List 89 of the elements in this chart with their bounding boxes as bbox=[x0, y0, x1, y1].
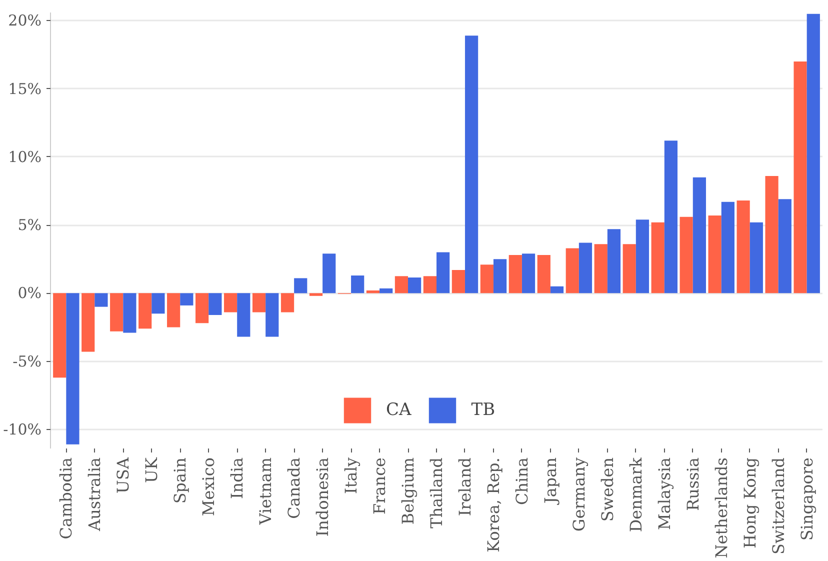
bar bbox=[607, 229, 621, 294]
bar bbox=[138, 293, 152, 329]
bar bbox=[266, 293, 279, 337]
bar bbox=[664, 140, 678, 294]
x-tick-label: Thailand bbox=[427, 457, 446, 528]
bar bbox=[152, 293, 165, 314]
bar bbox=[721, 202, 734, 294]
x-tick-label: Italy bbox=[342, 457, 361, 494]
bar bbox=[692, 177, 706, 294]
x-tick-label: Ireland bbox=[455, 458, 474, 516]
bar bbox=[651, 222, 664, 294]
x-tick-label: India bbox=[228, 457, 247, 500]
bar bbox=[423, 276, 436, 294]
bar bbox=[394, 276, 408, 294]
x-tick-label: Spain bbox=[170, 457, 190, 504]
y-tick-label: 0% bbox=[18, 284, 42, 302]
bar bbox=[180, 293, 194, 306]
y-tick-label: 10% bbox=[8, 148, 42, 166]
bar bbox=[408, 278, 422, 294]
bar bbox=[594, 244, 608, 294]
x-tick-label: China bbox=[512, 457, 532, 506]
x-tick-label: USA bbox=[114, 457, 133, 494]
x-tick-label: UK bbox=[142, 456, 162, 483]
x-tick-label: Japan bbox=[540, 457, 560, 506]
y-tick-label: 15% bbox=[8, 80, 42, 98]
y-tick-label: -5% bbox=[12, 352, 42, 370]
bar bbox=[750, 222, 763, 294]
bar bbox=[110, 293, 124, 332]
y-tick-label: 5% bbox=[18, 216, 42, 234]
bar bbox=[566, 248, 579, 294]
legend-label: TB bbox=[471, 400, 496, 420]
x-tick-label: Russia bbox=[683, 457, 702, 511]
bar bbox=[537, 255, 550, 294]
bar bbox=[578, 242, 592, 294]
bar bbox=[237, 293, 250, 337]
x-tick-label: Indonesia bbox=[313, 457, 332, 537]
bar bbox=[452, 270, 465, 294]
bar bbox=[806, 14, 820, 294]
y-tick-label: 20% bbox=[8, 12, 42, 30]
x-tick-label: Switzerland bbox=[768, 458, 788, 554]
bar bbox=[82, 293, 95, 352]
x-tick-label: Cambodia bbox=[56, 457, 76, 540]
bar bbox=[252, 293, 266, 312]
bar bbox=[493, 259, 507, 294]
bar bbox=[280, 293, 294, 312]
x-tick-label: Korea, Rep. bbox=[484, 458, 503, 552]
bar bbox=[480, 264, 494, 294]
bar bbox=[322, 254, 336, 294]
bar bbox=[380, 288, 393, 294]
x-tick-label: Singapore bbox=[797, 458, 816, 541]
bar bbox=[366, 290, 380, 294]
bar bbox=[351, 275, 364, 294]
bar bbox=[123, 293, 136, 333]
x-tick-label: Sweden bbox=[598, 458, 617, 522]
x-tick-label: Malaysia bbox=[654, 457, 674, 530]
bar bbox=[636, 220, 650, 294]
bar bbox=[53, 293, 66, 378]
bar bbox=[196, 293, 209, 324]
x-tick-label: Hong Kong bbox=[740, 458, 760, 548]
bar bbox=[550, 286, 564, 294]
bar bbox=[680, 216, 693, 294]
x-tick-label: Mexico bbox=[199, 457, 218, 516]
bar bbox=[167, 293, 180, 328]
bar bbox=[622, 244, 636, 294]
bar bbox=[94, 293, 108, 307]
bar bbox=[464, 36, 478, 294]
x-tick-label: Denmark bbox=[626, 457, 646, 532]
x-tick-label: Netherlands bbox=[712, 458, 731, 558]
x-tick-label: Canada bbox=[284, 457, 304, 519]
x-tick-label: Australia bbox=[85, 457, 104, 532]
bar bbox=[309, 293, 323, 296]
bar bbox=[208, 293, 222, 315]
bar bbox=[736, 200, 750, 294]
x-tick-label: Belgium bbox=[398, 457, 418, 525]
bar bbox=[794, 62, 807, 294]
legend-label: CA bbox=[386, 400, 412, 420]
bar bbox=[224, 293, 238, 312]
x-tick-label: Germany bbox=[569, 458, 588, 532]
bar bbox=[708, 216, 722, 294]
bar bbox=[778, 199, 792, 294]
bar bbox=[294, 278, 308, 294]
bar bbox=[436, 252, 450, 294]
y-tick-label: -10% bbox=[3, 420, 42, 438]
x-tick-label: France bbox=[370, 457, 390, 515]
bar bbox=[522, 254, 536, 294]
bar bbox=[765, 176, 778, 294]
bar bbox=[508, 255, 522, 294]
bar bbox=[66, 293, 80, 444]
x-tick-label: Vietnam bbox=[256, 457, 276, 526]
